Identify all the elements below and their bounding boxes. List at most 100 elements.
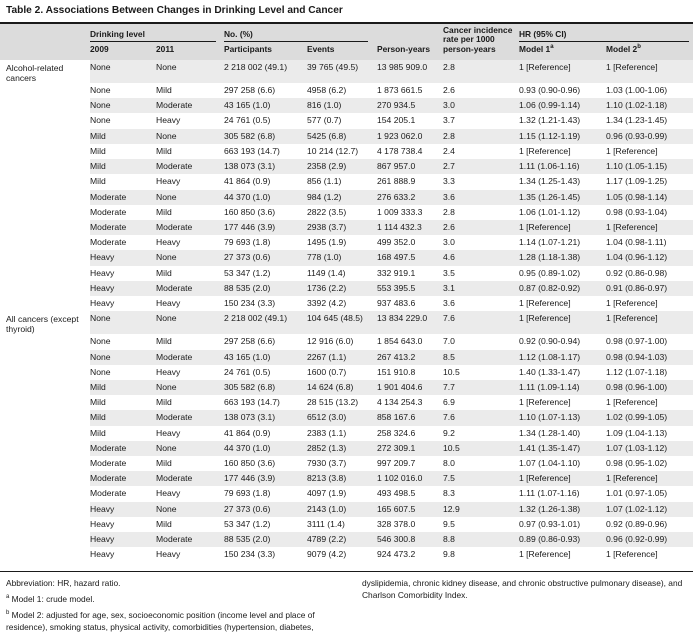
cell-level-2009: Mild — [90, 128, 156, 144]
cell-level-2009: Mild — [90, 174, 156, 190]
header-no-pct: No. (%) — [224, 29, 253, 39]
group-label-cell — [0, 159, 90, 175]
cell-participants: 44 370 (1.0) — [224, 189, 307, 205]
cell-person-years: 1 009 333.3 — [377, 204, 443, 220]
group-label-cell — [0, 83, 90, 99]
cell-incidence: 2.6 — [443, 219, 519, 236]
cell-events: 104 645 (48.5) — [307, 311, 377, 335]
cell-level-2011: None — [156, 440, 224, 457]
table-row: None Moderate 43 165 (1.0) 2267 (1.1) 267 41… — [0, 349, 693, 365]
cell-level-2011: Mild — [156, 83, 224, 99]
table-row: Mild Mild 663 193 (14.7) 28 515 (13.2) 4 134… — [0, 395, 693, 411]
cell-level-2009: None — [90, 334, 156, 350]
group-label-cell — [0, 219, 90, 236]
cell-incidence: 2.8 — [443, 128, 519, 144]
cell-events: 2822 (3.5) — [307, 204, 377, 220]
cell-level-2011: Heavy — [156, 425, 224, 441]
cell-events: 816 (1.0) — [307, 98, 377, 114]
header-incidence-line1: Cancer incidence — [443, 25, 513, 35]
cell-level-2011: Mild — [156, 395, 224, 411]
cell-level-2011: Moderate — [156, 532, 224, 548]
cell-model1: 1.14 (1.07-1.21) — [519, 235, 606, 251]
cell-level-2011: Heavy — [156, 174, 224, 190]
cell-events: 6512 (3.0) — [307, 410, 377, 426]
cell-model1: 0.87 (0.82-0.92) — [519, 280, 606, 297]
cell-incidence: 8.5 — [443, 349, 519, 365]
cell-model1: 1 [Reference] — [519, 311, 606, 335]
cell-model2: 1.17 (1.09-1.25) — [606, 174, 693, 190]
cell-participants: 43 165 (1.0) — [224, 349, 307, 365]
table-row: None Mild 297 258 (6.6) 12 916 (6.0) 1 854 6… — [0, 334, 693, 350]
cell-model1: 1 [Reference] — [519, 471, 606, 487]
cell-person-years: 276 633.2 — [377, 189, 443, 205]
cell-events: 778 (1.0) — [307, 250, 377, 266]
cell-model1: 1.11 (1.06-1.16) — [519, 159, 606, 175]
cell-participants: 79 693 (1.8) — [224, 235, 307, 251]
table-bottom-rule — [0, 571, 693, 572]
cell-level-2009: Mild — [90, 143, 156, 160]
cell-events: 3111 (1.4) — [307, 516, 377, 533]
cell-level-2011: Heavy — [156, 235, 224, 251]
cell-person-years: 258 324.6 — [377, 425, 443, 441]
group-label-cell — [0, 189, 90, 205]
cell-model2: 1.02 (0.99-1.05) — [606, 410, 693, 426]
cell-events: 2267 (1.1) — [307, 349, 377, 365]
header-participants: Participants — [224, 44, 272, 54]
cell-person-years: 332 919.1 — [377, 265, 443, 281]
cell-level-2009: Heavy — [90, 501, 156, 517]
group-label-cell — [0, 410, 90, 426]
header-hr: HR (95% CI) — [519, 29, 567, 39]
cell-incidence: 7.0 — [443, 334, 519, 350]
cell-person-years: 267 413.2 — [377, 349, 443, 365]
cell-level-2009: Moderate — [90, 204, 156, 220]
cell-events: 856 (1.1) — [307, 174, 377, 190]
cell-level-2009: Mild — [90, 425, 156, 441]
cell-person-years: 4 134 254.3 — [377, 395, 443, 411]
group-label-cell — [0, 425, 90, 441]
cell-level-2009: Heavy — [90, 516, 156, 533]
header-model2: Model 2b — [606, 44, 641, 54]
cell-model1: 0.97 (0.93-1.01) — [519, 516, 606, 533]
group-label-cell — [0, 547, 90, 563]
cell-incidence: 10.5 — [443, 440, 519, 457]
cell-person-years: 261 888.9 — [377, 174, 443, 190]
table-row: Moderate Heavy 79 693 (1.8) 1495 (1.9) 499 3… — [0, 235, 693, 251]
cell-person-years: 499 352.0 — [377, 235, 443, 251]
cell-incidence: 7.5 — [443, 471, 519, 487]
cell-events: 28 515 (13.2) — [307, 395, 377, 411]
header-2011: 2011 — [156, 44, 175, 54]
cell-model1: 1.34 (1.25-1.43) — [519, 174, 606, 190]
group-label-cell — [0, 250, 90, 266]
cell-person-years: 493 498.5 — [377, 486, 443, 502]
cell-incidence: 10.5 — [443, 364, 519, 380]
cell-model2: 1.04 (0.98-1.11) — [606, 235, 693, 251]
cell-level-2011: Moderate — [156, 98, 224, 114]
cell-level-2009: Heavy — [90, 280, 156, 297]
table-row: Heavy Mild 53 347 (1.2) 3111 (1.4) 328 378.0… — [0, 516, 693, 533]
cell-participants: 2 218 002 (49.1) — [224, 311, 307, 335]
cell-participants: 177 446 (3.9) — [224, 219, 307, 236]
cell-level-2009: Moderate — [90, 440, 156, 457]
cell-events: 10 214 (12.7) — [307, 143, 377, 160]
cell-model2: 1 [Reference] — [606, 395, 693, 411]
cell-incidence: 8.0 — [443, 456, 519, 472]
cell-level-2009: None — [90, 349, 156, 365]
cell-model1: 1.32 (1.21-1.43) — [519, 113, 606, 129]
cell-level-2011: Mild — [156, 516, 224, 533]
cell-participants: 88 535 (2.0) — [224, 280, 307, 297]
cell-model1: 0.92 (0.90-0.94) — [519, 334, 606, 350]
table-row: Mild Heavy 41 864 (0.9) 856 (1.1) 261 888.9 3… — [0, 174, 693, 190]
cell-events: 39 765 (49.5) — [307, 60, 377, 83]
cell-events: 1736 (2.2) — [307, 280, 377, 297]
cell-level-2009: None — [90, 98, 156, 114]
cell-model2: 0.96 (0.93-0.99) — [606, 128, 693, 144]
cell-participants: 53 347 (1.2) — [224, 265, 307, 281]
table-header: Drinking level 2009 2011 No. (%) Partici… — [0, 24, 693, 60]
table-row: Heavy Moderate 88 535 (2.0) 4789 (2.2) 546 3… — [0, 532, 693, 548]
cell-participants: 88 535 (2.0) — [224, 532, 307, 548]
cell-level-2011: Mild — [156, 456, 224, 472]
cell-person-years: 937 483.6 — [377, 296, 443, 312]
cell-model2: 1.03 (1.00-1.06) — [606, 83, 693, 99]
cell-model1: 1.40 (1.33-1.47) — [519, 364, 606, 380]
cell-incidence: 7.7 — [443, 379, 519, 396]
